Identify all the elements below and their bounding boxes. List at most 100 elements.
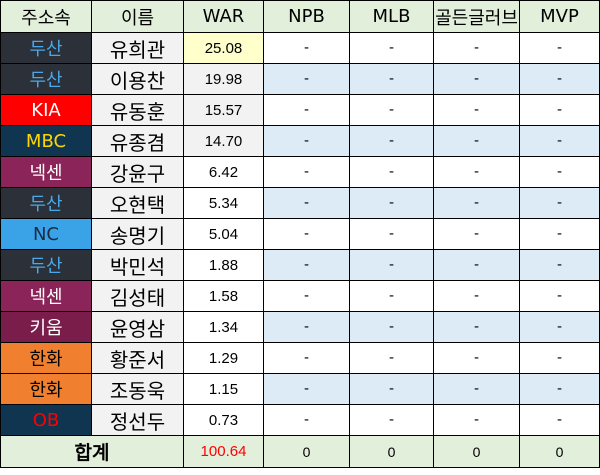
- war-value: 25.08: [183, 32, 264, 64]
- team-cell: 두산: [0, 187, 92, 219]
- player-name: 윤영삼: [91, 311, 184, 343]
- header-mvp: MVP: [519, 0, 600, 33]
- mvp-value: -: [519, 311, 600, 343]
- table-row: MBC 유종겸 14.70- - - -: [0, 125, 600, 157]
- npb-value: -: [263, 32, 350, 64]
- war-value: 1.29: [183, 342, 264, 374]
- team-cell: 넥센: [0, 156, 92, 188]
- mlb-value: -: [349, 373, 434, 405]
- mvp-value: -: [519, 404, 600, 436]
- total-mlb: 0: [349, 435, 434, 468]
- golden-glove-value: -: [433, 63, 520, 95]
- npb-value: -: [263, 280, 350, 312]
- total-row: 합계 100.64 0 0 0 0: [0, 435, 600, 468]
- table-row: 넥센 강윤구 6.42- - - -: [0, 156, 600, 188]
- player-name: 유종겸: [91, 125, 184, 157]
- mvp-value: -: [519, 94, 600, 126]
- golden-glove-value: -: [433, 280, 520, 312]
- golden-glove-value: -: [433, 218, 520, 250]
- team-cell: 두산: [0, 63, 92, 95]
- table-body: 두산 유희관 25.08- - - - 두산 이용찬 19.98- - - - KIA 유동훈 15.57-…: [0, 32, 600, 436]
- war-value: 15.57: [183, 94, 264, 126]
- player-name: 송명기: [91, 218, 184, 250]
- golden-glove-value: -: [433, 404, 520, 436]
- player-name: 박민석: [91, 249, 184, 281]
- table-row: 두산 박민석 1.88- - - -: [0, 249, 600, 281]
- team-cell: 한화: [0, 373, 92, 405]
- table-row: 한화 조동욱 1.15- - - -: [0, 373, 600, 405]
- mvp-value: -: [519, 218, 600, 250]
- mlb-value: -: [349, 94, 434, 126]
- war-value: 1.15: [183, 373, 264, 405]
- npb-value: -: [263, 63, 350, 95]
- war-value: 0.73: [183, 404, 264, 436]
- mlb-value: -: [349, 218, 434, 250]
- table-row: NC 송명기 5.04- - - -: [0, 218, 600, 250]
- npb-value: -: [263, 311, 350, 343]
- player-name: 정선두: [91, 404, 184, 436]
- war-value: 1.88: [183, 249, 264, 281]
- mvp-value: -: [519, 32, 600, 64]
- header-golden-glove: 골든글러브: [433, 0, 520, 33]
- player-name: 이용찬: [91, 63, 184, 95]
- mlb-value: -: [349, 280, 434, 312]
- player-name: 유희관: [91, 32, 184, 64]
- mlb-value: -: [349, 187, 434, 219]
- table-row: 두산 이용찬 19.98- - - -: [0, 63, 600, 95]
- table-row: OB 정선두 0.73- - - -: [0, 404, 600, 436]
- team-cell: 키움: [0, 311, 92, 343]
- table-row: 두산 유희관 25.08- - - -: [0, 32, 600, 64]
- header-mlb: MLB: [349, 0, 434, 33]
- table-row: 두산 오현택 5.34- - - -: [0, 187, 600, 219]
- golden-glove-value: -: [433, 311, 520, 343]
- mlb-value: -: [349, 156, 434, 188]
- table-row: 키움 윤영삼 1.34- - - -: [0, 311, 600, 343]
- mlb-value: -: [349, 63, 434, 95]
- header-war: WAR: [183, 0, 264, 33]
- npb-value: -: [263, 404, 350, 436]
- team-cell: 두산: [0, 32, 92, 64]
- golden-glove-value: -: [433, 156, 520, 188]
- team-cell: 한화: [0, 342, 92, 374]
- header-npb: NPB: [263, 0, 350, 33]
- war-value: 1.58: [183, 280, 264, 312]
- mvp-value: -: [519, 280, 600, 312]
- table-row: 넥센 김성태 1.58- - - -: [0, 280, 600, 312]
- war-value: 19.98: [183, 63, 264, 95]
- team-cell: MBC: [0, 125, 92, 157]
- npb-value: -: [263, 187, 350, 219]
- npb-value: -: [263, 156, 350, 188]
- npb-value: -: [263, 249, 350, 281]
- golden-glove-value: -: [433, 249, 520, 281]
- npb-value: -: [263, 94, 350, 126]
- npb-value: -: [263, 218, 350, 250]
- golden-glove-value: -: [433, 94, 520, 126]
- player-name: 김성태: [91, 280, 184, 312]
- mvp-value: -: [519, 156, 600, 188]
- mlb-value: -: [349, 404, 434, 436]
- header-name: 이름: [91, 0, 184, 33]
- team-cell: 두산: [0, 249, 92, 281]
- total-npb: 0: [263, 435, 350, 468]
- team-cell: 넥센: [0, 280, 92, 312]
- total-label: 합계: [0, 435, 184, 468]
- mvp-value: -: [519, 125, 600, 157]
- war-value: 1.34: [183, 311, 264, 343]
- team-cell: NC: [0, 218, 92, 250]
- golden-glove-value: -: [433, 373, 520, 405]
- total-mvp: 0: [519, 435, 600, 468]
- player-name: 황준서: [91, 342, 184, 374]
- header-team: 주소속: [0, 0, 92, 33]
- npb-value: -: [263, 373, 350, 405]
- golden-glove-value: -: [433, 125, 520, 157]
- mvp-value: -: [519, 342, 600, 374]
- mlb-value: -: [349, 125, 434, 157]
- table-row: KIA 유동훈 15.57- - - -: [0, 94, 600, 126]
- team-cell: KIA: [0, 94, 92, 126]
- mlb-value: -: [349, 32, 434, 64]
- player-name: 강윤구: [91, 156, 184, 188]
- team-cell: OB: [0, 404, 92, 436]
- table-row: 한화 황준서 1.29- - - -: [0, 342, 600, 374]
- mlb-value: -: [349, 249, 434, 281]
- npb-value: -: [263, 125, 350, 157]
